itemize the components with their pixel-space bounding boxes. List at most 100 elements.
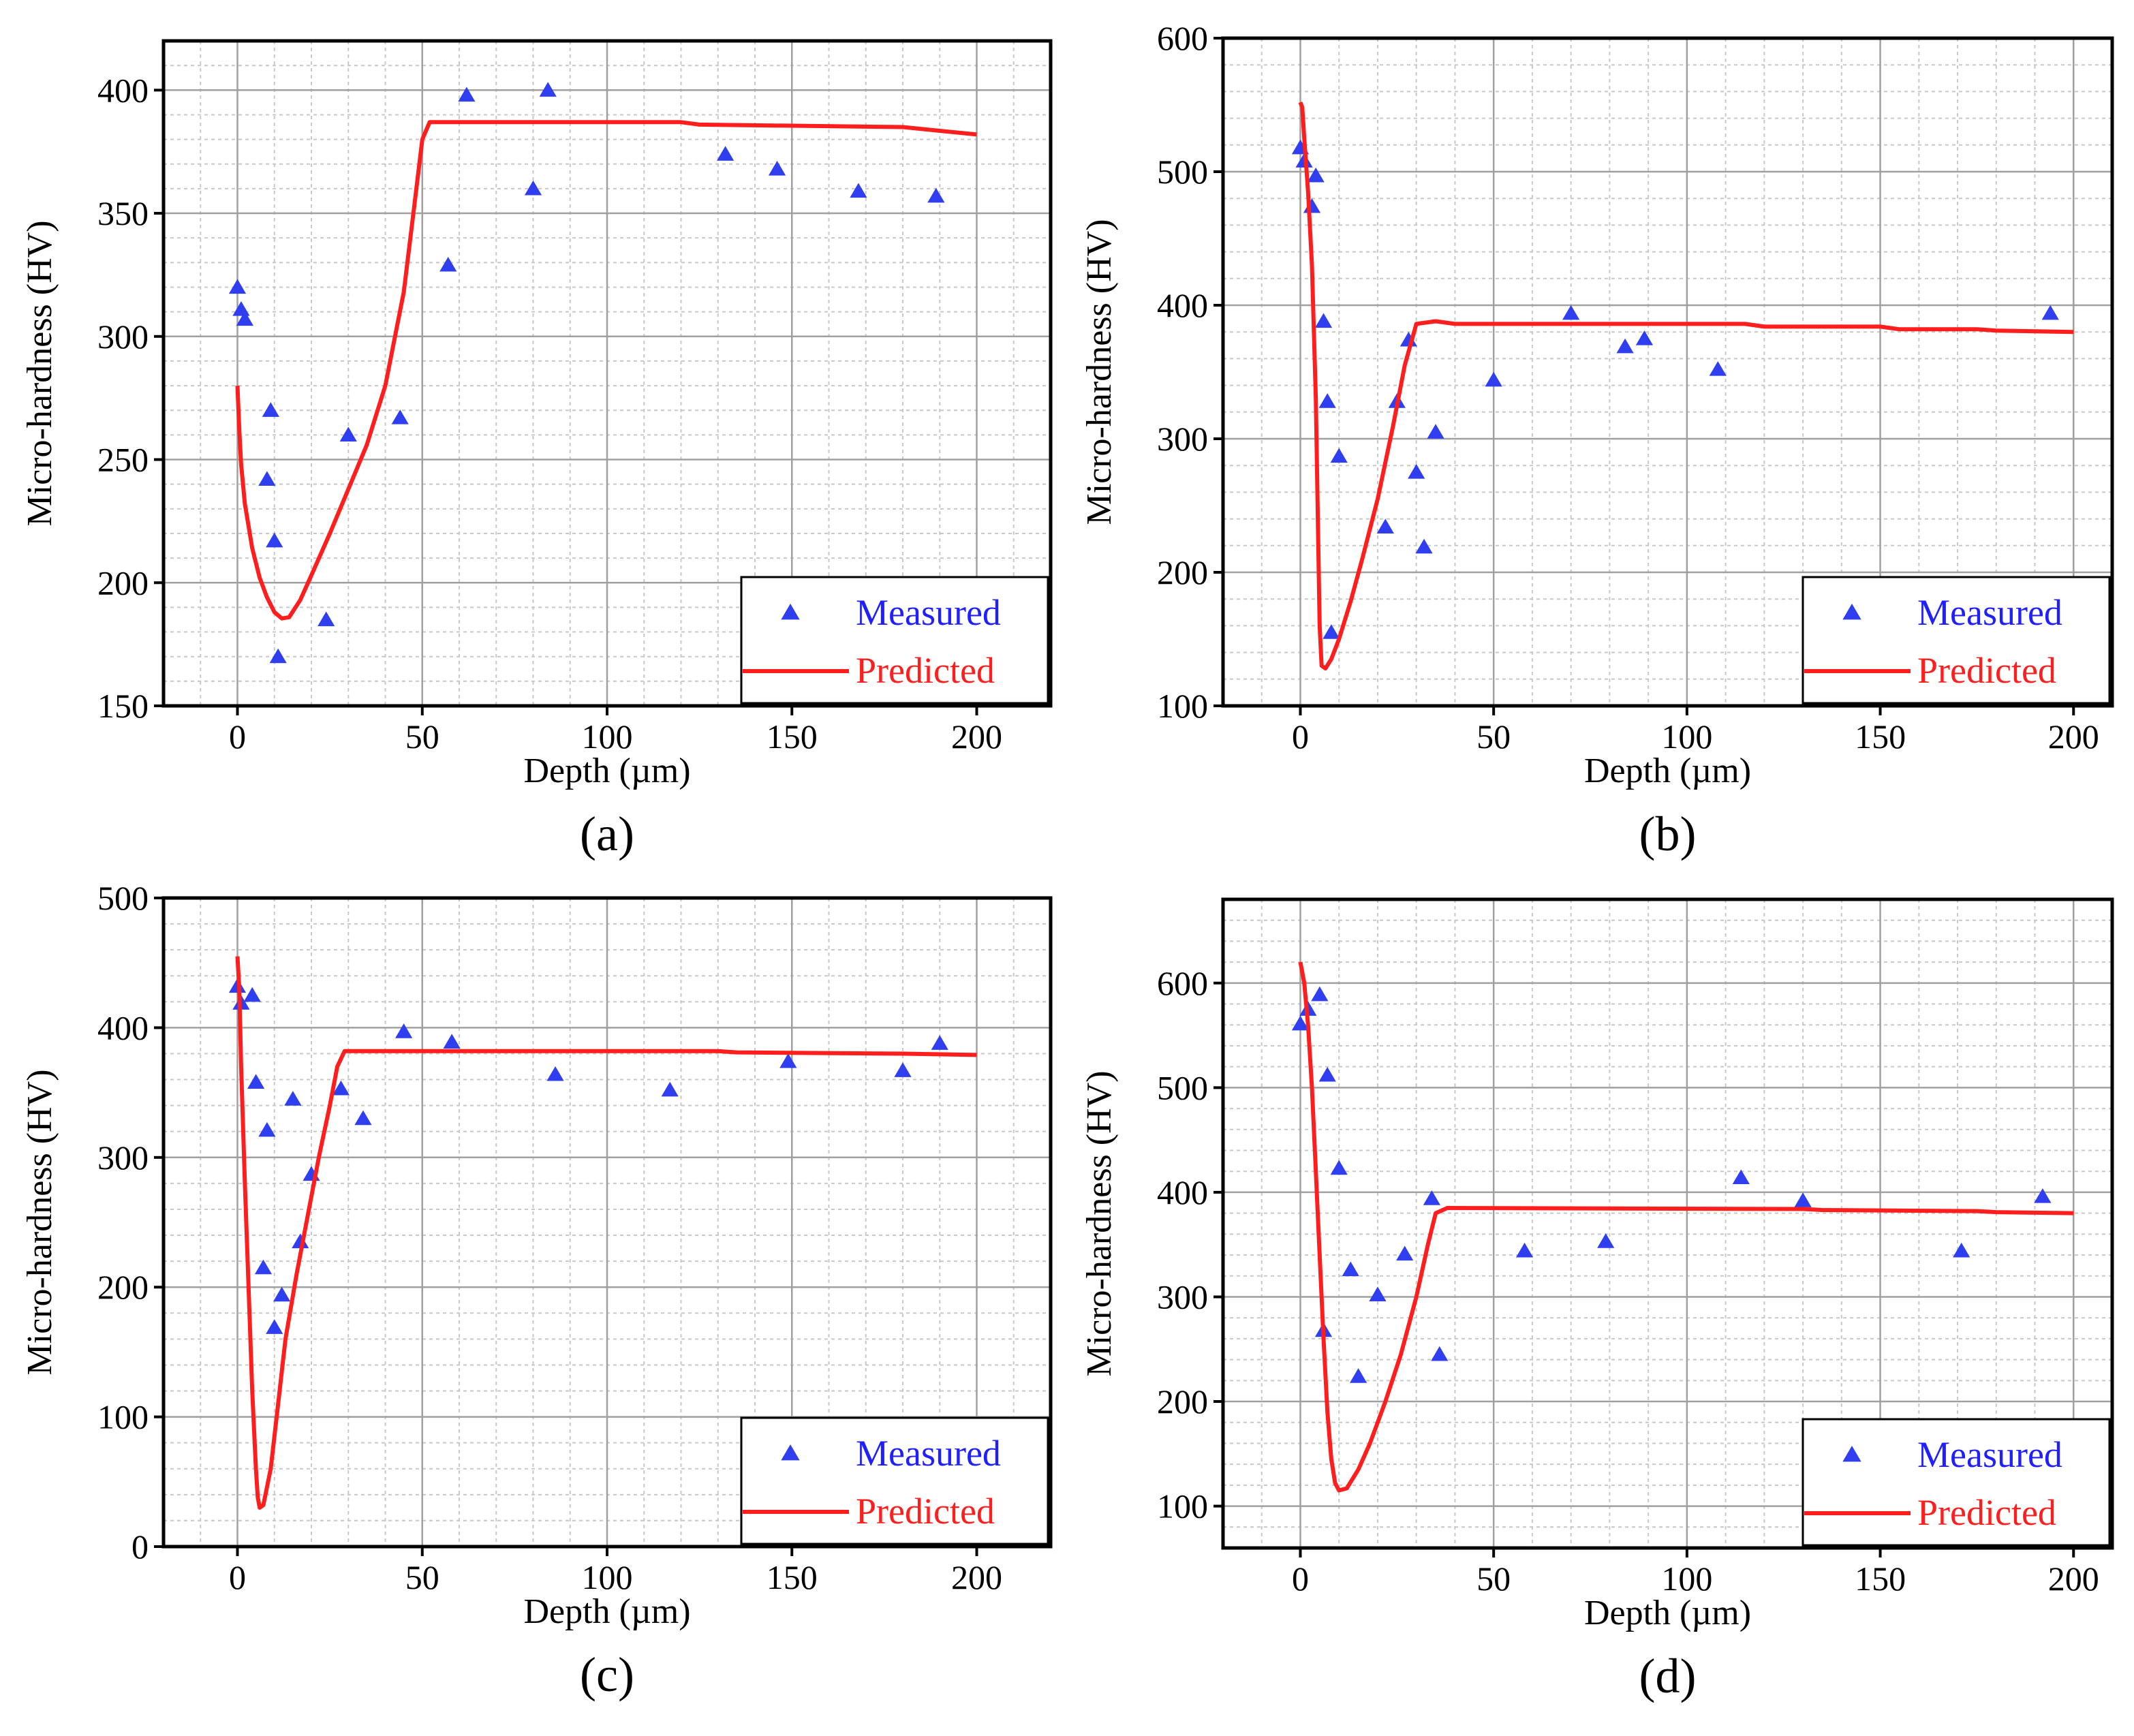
- measured-point: [284, 1091, 302, 1106]
- measured-point: [458, 87, 476, 102]
- legend: Measured Predicted: [1801, 1418, 2111, 1547]
- panel-label: (b): [1639, 807, 1697, 861]
- measured-point: [269, 648, 287, 664]
- axis-frame: [1221, 897, 2114, 1550]
- legend-measured-label: Measured: [1917, 1434, 2062, 1475]
- y-axis-label: Micro-hardness (HV): [1080, 1070, 1119, 1376]
- measured-point: [262, 402, 279, 417]
- measured-point: [1323, 624, 1340, 639]
- measured-point: [1485, 371, 1502, 387]
- measured-point: [258, 471, 276, 486]
- y-tick-label: 300: [1157, 1277, 1208, 1316]
- predicted-line: [1298, 102, 2074, 671]
- x-tick-label: 200: [2048, 1560, 2099, 1598]
- legend-predicted-label: Predicted: [1917, 650, 2056, 691]
- legend: Measured Predicted: [740, 576, 1049, 704]
- measured-point: [236, 311, 253, 326]
- measured-point: [1953, 1242, 1970, 1258]
- legend-box: [1801, 1418, 2111, 1547]
- measured-point: [717, 146, 734, 161]
- measured-point: [1562, 305, 1580, 320]
- x-tick-label: 100: [1661, 1560, 1712, 1598]
- measured-point: [1342, 1261, 1359, 1277]
- measured-point: [927, 187, 945, 203]
- panel-label: (d): [1639, 1649, 1697, 1703]
- legend-measured-label: Measured: [1917, 592, 2062, 633]
- measured-point: [266, 532, 283, 548]
- y-axis-label: Micro-hardness (HV): [1080, 219, 1119, 525]
- y-tick-label: 350: [97, 194, 149, 232]
- measured-point: [1597, 1233, 1615, 1248]
- x-tick-label: 0: [1292, 717, 1309, 756]
- y-tick-label: 400: [1157, 1173, 1208, 1211]
- y-tick-label: 200: [97, 1268, 149, 1306]
- measured-point: [546, 1066, 564, 1081]
- x-tick-label: 100: [582, 717, 633, 756]
- measured-point: [1314, 313, 1333, 328]
- measured-point: [1318, 393, 1336, 408]
- y-tick-label: 600: [1157, 964, 1208, 1002]
- measured-point: [228, 279, 247, 294]
- measured-point: [1408, 464, 1425, 479]
- measured-point: [354, 1110, 372, 1126]
- chart-panel-2: 0 50 100 150 200 0 100 200 300 400 500 Depth (µm) Mi…: [20, 879, 1053, 1702]
- y-axis-label: Micro-hardness (HV): [20, 1069, 59, 1375]
- axis-frame: [1221, 36, 2114, 708]
- chart-panel-3: 0 50 100 150 200 100 200 300 400 500 600 Depth (µm)…: [1080, 897, 2114, 1703]
- y-tick-label: 500: [1157, 153, 1208, 191]
- measured-point: [1376, 518, 1394, 533]
- y-tick-label: 500: [1157, 1068, 1208, 1106]
- y-tick-label: 100: [1157, 1487, 1208, 1525]
- measured-point: [524, 180, 542, 196]
- y-tick-label: 300: [97, 317, 149, 356]
- measured-point: [1311, 986, 1329, 1002]
- chart-panel-1: 0 50 100 150 200 100 200 300 400 500 600 Depth (µm)…: [1080, 19, 2114, 861]
- measured-point: [339, 427, 357, 441]
- measured-point: [1635, 330, 1654, 345]
- x-tick-label: 0: [229, 1558, 246, 1596]
- predicted-line: [235, 120, 977, 621]
- measured-point: [292, 1233, 309, 1249]
- x-tick-label: 100: [582, 1558, 633, 1596]
- measured-point: [1423, 1190, 1440, 1205]
- measured-point: [243, 987, 261, 1002]
- y-tick-label: 600: [1157, 19, 1208, 57]
- measured-point: [1307, 167, 1325, 183]
- y-tick-label: 300: [1157, 420, 1208, 458]
- measured-point: [1318, 1066, 1336, 1082]
- x-tick-label: 200: [2048, 717, 2099, 756]
- measured-point: [894, 1062, 912, 1077]
- y-tick-label: 200: [1157, 1382, 1208, 1421]
- x-tick-label: 150: [1855, 1560, 1906, 1598]
- x-axis-label: Depth (µm): [523, 751, 690, 790]
- measured-point: [768, 160, 786, 176]
- measured-point: [850, 183, 867, 198]
- measured-point: [1709, 361, 1727, 376]
- measured-point: [931, 1035, 948, 1050]
- legend-measured-marker: [1842, 1446, 1861, 1462]
- panel-label: (c): [580, 1647, 634, 1702]
- y-tick-label: 300: [97, 1138, 149, 1177]
- legend: Measured Predicted: [740, 1416, 1049, 1545]
- x-tick-label: 100: [1661, 717, 1712, 756]
- x-tick-label: 200: [951, 717, 1002, 756]
- measured-point: [258, 1121, 276, 1137]
- measured-point: [1415, 538, 1433, 554]
- measured-point: [391, 409, 409, 424]
- chart-panel-0: 0 50 100 150 200 150 200 250 300 350 400 Depth (µm)…: [20, 39, 1053, 861]
- y-tick-label: 100: [97, 1398, 149, 1436]
- legend-measured-marker: [781, 604, 800, 620]
- measured-point: [1291, 1015, 1310, 1031]
- x-axis-label: Depth (µm): [1584, 751, 1751, 790]
- x-axis-label: Depth (µm): [523, 1592, 690, 1631]
- x-tick-label: 0: [1292, 1560, 1309, 1598]
- x-axis-label: Depth (µm): [1584, 1594, 1751, 1632]
- predicted-line: [235, 956, 977, 1510]
- legend-box: [1801, 576, 2111, 704]
- measured-point: [266, 1319, 283, 1334]
- x-tick-label: 150: [767, 1558, 818, 1596]
- measured-point: [318, 611, 335, 627]
- measured-point: [661, 1081, 679, 1097]
- y-tick-label: 200: [97, 563, 149, 602]
